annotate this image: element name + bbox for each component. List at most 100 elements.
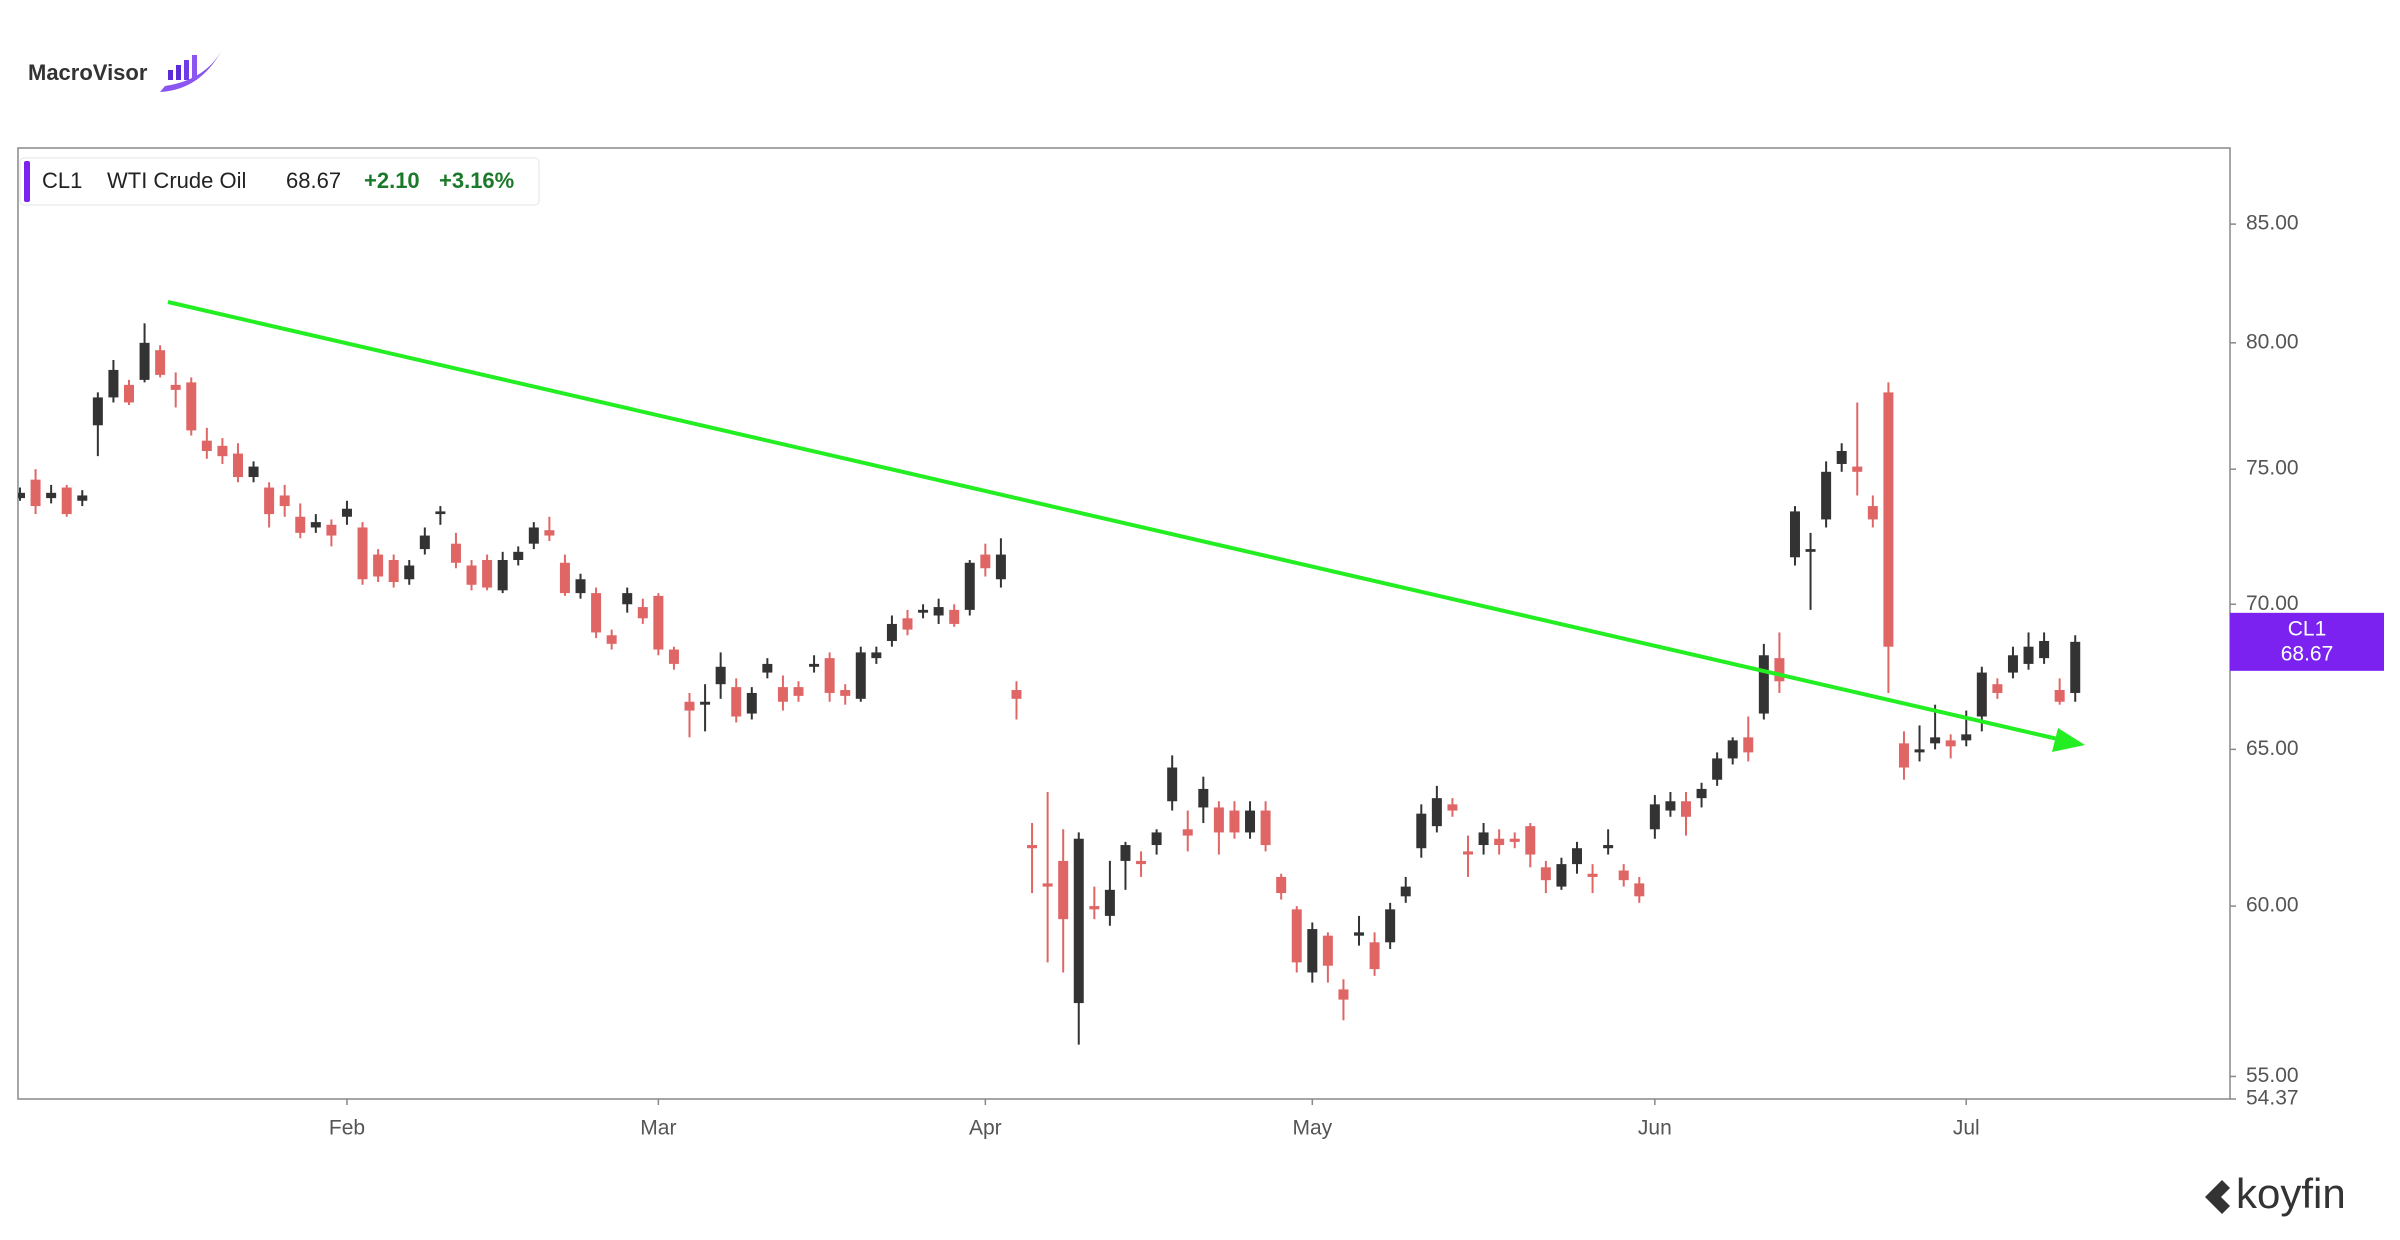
candle-body (840, 690, 851, 696)
candle-body (201, 440, 212, 451)
legend-box: CL1 WTI Crude Oil 68.67 +2.10 +3.16% (19, 157, 540, 206)
x-tick-label: Mar (640, 1117, 676, 1140)
koyfin-mark (2205, 1180, 2230, 1214)
price-tag-symbol: CL1 (2288, 617, 2327, 640)
candle-body (1478, 832, 1489, 846)
candle-body (248, 466, 259, 478)
candle-body (1416, 813, 1427, 849)
candle-body (1431, 798, 1442, 827)
candle-body (1743, 737, 1754, 753)
legend-change: +2.10 (364, 168, 420, 193)
candle-body (388, 560, 399, 583)
legend-last: 68.67 (286, 168, 341, 193)
legend-symbol: CL1 (42, 168, 82, 193)
y-tick-label: 65.00 (2246, 737, 2299, 760)
x-tick-label: Feb (329, 1117, 365, 1140)
candle-body (1836, 450, 1847, 464)
candle-body (1322, 935, 1333, 966)
brand-text: MacroVisor (28, 60, 148, 85)
candle-body (1883, 392, 1894, 647)
candle-body (1914, 749, 1925, 753)
legend-accent (24, 161, 30, 202)
candle-body (1494, 838, 1505, 846)
candle-body (373, 554, 384, 577)
candle-body (77, 495, 88, 501)
candle-body (777, 687, 788, 702)
candle-body (513, 551, 524, 561)
candle-body (1930, 737, 1941, 744)
candle-body (731, 687, 742, 717)
plot-area (18, 323, 2081, 1045)
legend-frame (19, 157, 540, 206)
candle-body (1291, 909, 1302, 963)
candle-body (295, 516, 306, 533)
candle-body (871, 652, 882, 659)
logo-bar (184, 60, 189, 80)
candle-body (108, 369, 119, 398)
candle-body (1805, 549, 1816, 552)
candle-body (995, 554, 1006, 580)
trend-line (167, 300, 2063, 742)
candle-body (1198, 788, 1209, 808)
candle-body (918, 609, 929, 613)
candle-body (606, 635, 617, 644)
candle-body (1758, 655, 1769, 714)
candle-body (684, 701, 695, 711)
candle-body (2039, 640, 2050, 659)
candle-body (1354, 932, 1365, 936)
price-tag (2230, 612, 2384, 671)
candle-body (809, 663, 820, 667)
candle-body (1136, 860, 1147, 865)
candle-body (1945, 740, 1956, 747)
candle-body (279, 495, 290, 507)
price-tag-value: 68.67 (2281, 642, 2334, 665)
candle-body (544, 530, 555, 536)
candle-body (186, 382, 197, 431)
candle-body (1229, 810, 1240, 833)
legend-name: WTI Crude Oil (107, 168, 246, 193)
plot-frame (17, 147, 2231, 1100)
candle-body (46, 492, 57, 499)
candle-body (1213, 807, 1224, 833)
candle-body (1696, 788, 1707, 799)
candle-body (1665, 801, 1676, 811)
koyfin-logo: koyfin (2205, 1170, 2346, 1217)
candle-body (1307, 929, 1318, 973)
candle-body (964, 562, 975, 610)
candle-body (1027, 845, 1038, 849)
candle-body (1540, 867, 1551, 881)
candle-body (217, 445, 228, 457)
candle-body (310, 522, 321, 528)
candle-body (1058, 860, 1069, 920)
candle-body (824, 658, 835, 693)
candle-body (1556, 864, 1567, 887)
x-tick-label: May (1292, 1117, 1332, 1140)
y-tick-label: 80.00 (2246, 330, 2299, 353)
candle-body (622, 593, 633, 605)
brand-logo: MacroVisor (28, 50, 222, 92)
candle-body (1789, 511, 1800, 558)
candle-body (18, 492, 25, 499)
candle-body (466, 565, 477, 585)
candle-body (2070, 641, 2081, 693)
candle-body (92, 397, 103, 426)
candle-body (1042, 883, 1053, 887)
candle-body (902, 618, 913, 630)
candle-body (1011, 690, 1022, 699)
candle-body (2023, 646, 2034, 664)
candle-body (1852, 466, 1863, 472)
candle-body (1338, 989, 1349, 1000)
logo-swoosh (160, 50, 222, 92)
x-tick-label: Apr (969, 1117, 1002, 1140)
candle-body (746, 692, 757, 714)
candle-body (1400, 886, 1411, 897)
candle-body (1618, 870, 1629, 881)
candle-body (2007, 655, 2018, 673)
candle-body (139, 342, 150, 380)
y-tick-label: 70.00 (2246, 592, 2299, 615)
candle-body (1509, 838, 1520, 842)
candle-body (326, 524, 337, 536)
candle-body (2054, 690, 2065, 702)
candle-body (1961, 734, 1972, 741)
